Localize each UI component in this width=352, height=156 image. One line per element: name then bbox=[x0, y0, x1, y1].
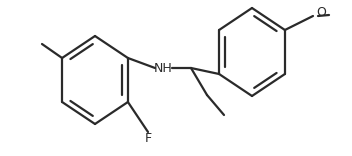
Text: NH: NH bbox=[153, 61, 172, 75]
Text: F: F bbox=[144, 132, 152, 144]
Text: O: O bbox=[316, 5, 326, 19]
